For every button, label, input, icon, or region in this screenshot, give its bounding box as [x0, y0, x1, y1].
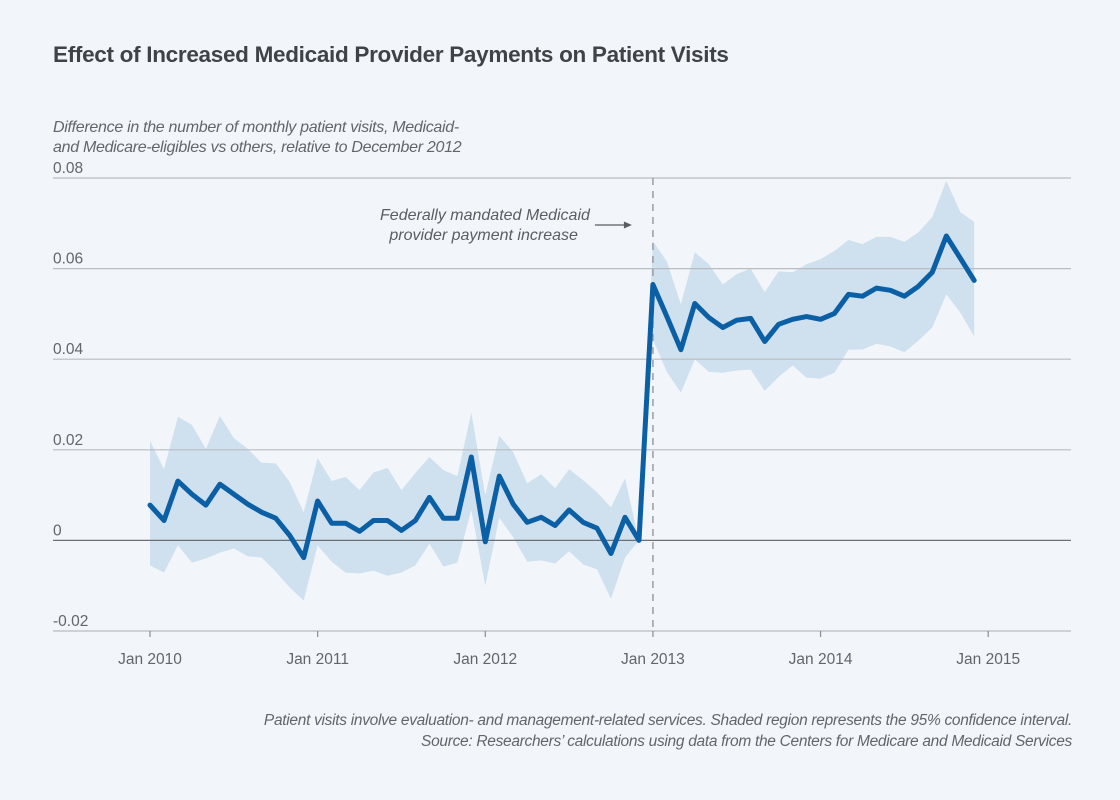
chart-subtitle: Difference in the number of monthly pati…	[53, 118, 462, 158]
footer-source: Source: Researchers’ calculations using …	[421, 733, 1072, 750]
y-tick-label: -0.02	[53, 613, 88, 630]
chart-title: Effect of Increased Medicaid Provider Pa…	[53, 42, 729, 67]
series-line	[147, 233, 977, 561]
y-tick-label: 0.02	[53, 432, 83, 449]
gridlines	[53, 177, 1071, 632]
subtitle-line-2: and Medicare-eligibles vs others, relati…	[53, 139, 462, 156]
chart-footer: Patient visits involve evaluation- and m…	[264, 710, 1072, 752]
x-tick-label: Jan 2014	[789, 651, 853, 668]
x-tick-label: Jan 2011	[286, 651, 349, 668]
annotation-text: Federally mandated Medicaid	[380, 207, 591, 224]
subtitle-line-1: Difference in the number of monthly pati…	[53, 119, 459, 136]
annotation-arrowhead-icon	[623, 221, 632, 229]
x-tick-label: Jan 2012	[453, 651, 517, 668]
y-tick-label: 0.08	[53, 160, 83, 177]
x-tick-label: Jan 2013	[621, 651, 685, 668]
y-tick-label: 0.04	[53, 341, 84, 358]
axis-layer: 0.08 0.06 0.04 0.02 0 -0.02 Jan 2010 Jan 2011 Ja…	[53, 160, 1020, 668]
footer-note: Patient visits involve evaluation- and m…	[263, 712, 1072, 729]
y-tick-label: 0	[53, 522, 62, 539]
confidence-band-layer	[150, 180, 975, 601]
annotation-layer: Federally mandated Medicaid provider paym…	[380, 178, 654, 631]
confidence-band	[150, 180, 975, 601]
x-tick-label: Jan 2010	[118, 651, 182, 668]
y-tick-label: 0.06	[53, 251, 83, 268]
x-tick-label: Jan 2015	[956, 651, 1020, 668]
annotation-text: provider payment increase	[388, 227, 578, 244]
series-layer	[147, 233, 977, 561]
